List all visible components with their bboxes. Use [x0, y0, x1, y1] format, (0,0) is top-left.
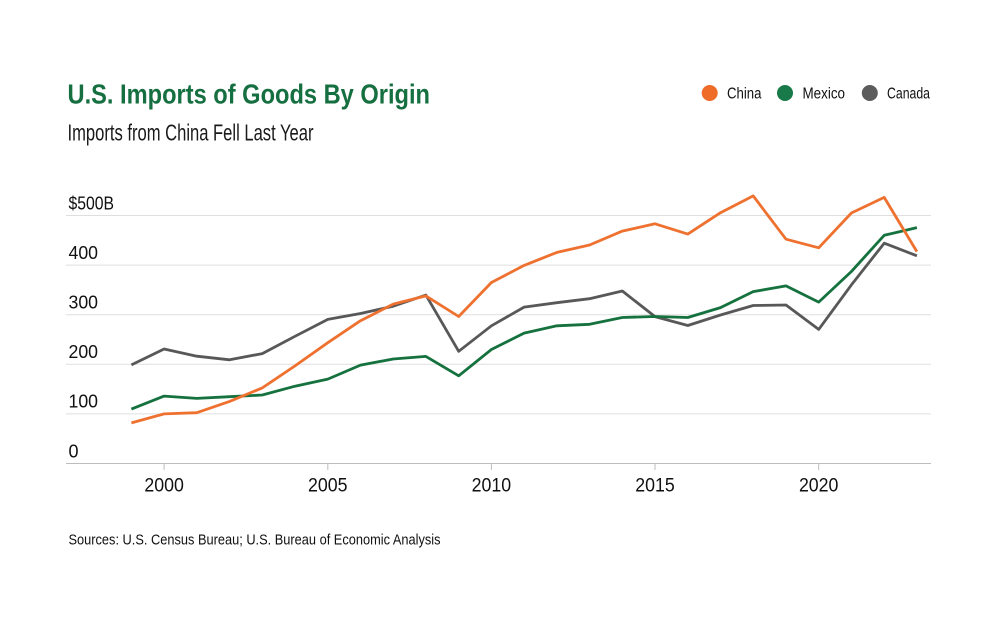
svg-text:Sources: U.S. Census Bureau; U: Sources: U.S. Census Bureau; U.S. Bureau…	[69, 533, 441, 549]
svg-text:2005: 2005	[308, 474, 348, 496]
svg-text:2020: 2020	[799, 474, 839, 496]
svg-text:$500B: $500B	[69, 193, 115, 213]
svg-text:300: 300	[69, 293, 99, 313]
svg-text:Imports from China Fell Last Y: Imports from China Fell Last Year	[68, 120, 314, 146]
svg-text:400: 400	[69, 243, 99, 263]
svg-text:2000: 2000	[144, 474, 184, 496]
svg-text:0: 0	[69, 441, 79, 461]
svg-text:Canada: Canada	[887, 86, 930, 103]
svg-text:China: China	[727, 86, 762, 103]
svg-text:U.S. Imports of Goods By Origi: U.S. Imports of Goods By Origin	[68, 79, 431, 110]
svg-text:2015: 2015	[635, 474, 675, 496]
svg-text:100: 100	[69, 392, 99, 412]
svg-text:2010: 2010	[472, 474, 512, 496]
svg-text:Mexico: Mexico	[803, 86, 846, 103]
svg-text:200: 200	[69, 342, 99, 362]
